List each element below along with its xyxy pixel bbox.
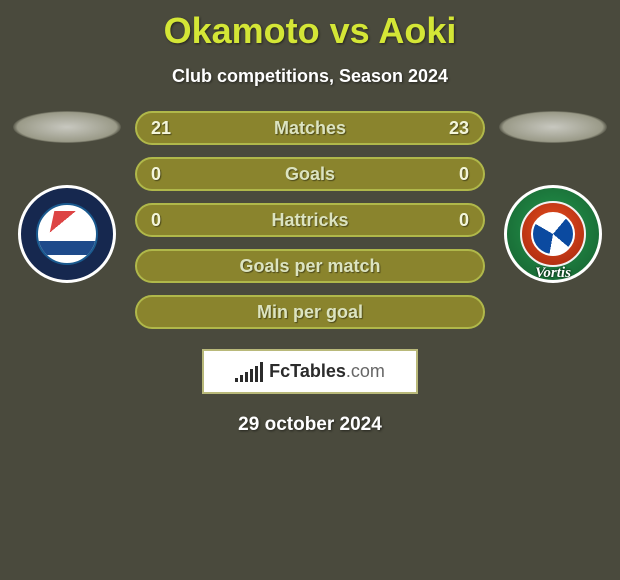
brand-main: Tables bbox=[290, 361, 346, 382]
stat-left-value: 0 bbox=[151, 159, 161, 189]
stat-left-value: 21 bbox=[151, 113, 171, 143]
stat-bar-goals: 0 Goals 0 bbox=[135, 157, 485, 191]
stat-bar-matches: 21 Matches 23 bbox=[135, 111, 485, 145]
right-team-crest: Vortis bbox=[504, 185, 602, 283]
left-crest-graphic bbox=[50, 211, 87, 233]
brand-bars-icon bbox=[235, 362, 263, 382]
stat-label: Goals per match bbox=[239, 256, 380, 277]
left-team-crest bbox=[18, 185, 116, 283]
brand-text: FcTables.com bbox=[269, 361, 385, 382]
left-team-col bbox=[7, 111, 127, 283]
date-line: 29 october 2024 bbox=[0, 414, 620, 436]
brand-prefix: Fc bbox=[269, 361, 290, 382]
stat-right-value: 0 bbox=[459, 159, 469, 189]
right-crest-script: Vortis bbox=[513, 265, 593, 282]
stat-bars: 21 Matches 23 0 Goals 0 0 Hattricks 0 Go… bbox=[135, 111, 485, 329]
right-crest-inner bbox=[520, 201, 586, 267]
comparison-row: 21 Matches 23 0 Goals 0 0 Hattricks 0 Go… bbox=[0, 111, 620, 329]
stat-bar-hattricks: 0 Hattricks 0 bbox=[135, 203, 485, 237]
page-title: Okamoto vs Aoki bbox=[0, 0, 620, 52]
stat-right-value: 0 bbox=[459, 205, 469, 235]
stat-left-value: 0 bbox=[151, 205, 161, 235]
right-crest-swirl bbox=[531, 212, 575, 256]
left-shadow-ellipse bbox=[13, 111, 121, 143]
brand-box: FcTables.com bbox=[202, 349, 418, 394]
left-crest-inner bbox=[36, 203, 98, 265]
right-shadow-ellipse bbox=[499, 111, 607, 143]
stat-label: Min per goal bbox=[257, 302, 363, 323]
subtitle: Club competitions, Season 2024 bbox=[0, 66, 620, 87]
stat-label: Goals bbox=[285, 164, 335, 185]
stat-label: Hattricks bbox=[271, 210, 348, 231]
stat-bar-goals-per-match: Goals per match bbox=[135, 249, 485, 283]
left-crest-band bbox=[38, 241, 96, 255]
brand-suffix: .com bbox=[346, 361, 385, 382]
stat-bar-min-per-goal: Min per goal bbox=[135, 295, 485, 329]
stat-label: Matches bbox=[274, 118, 346, 139]
right-team-col: Vortis bbox=[493, 111, 613, 283]
stat-right-value: 23 bbox=[449, 113, 469, 143]
